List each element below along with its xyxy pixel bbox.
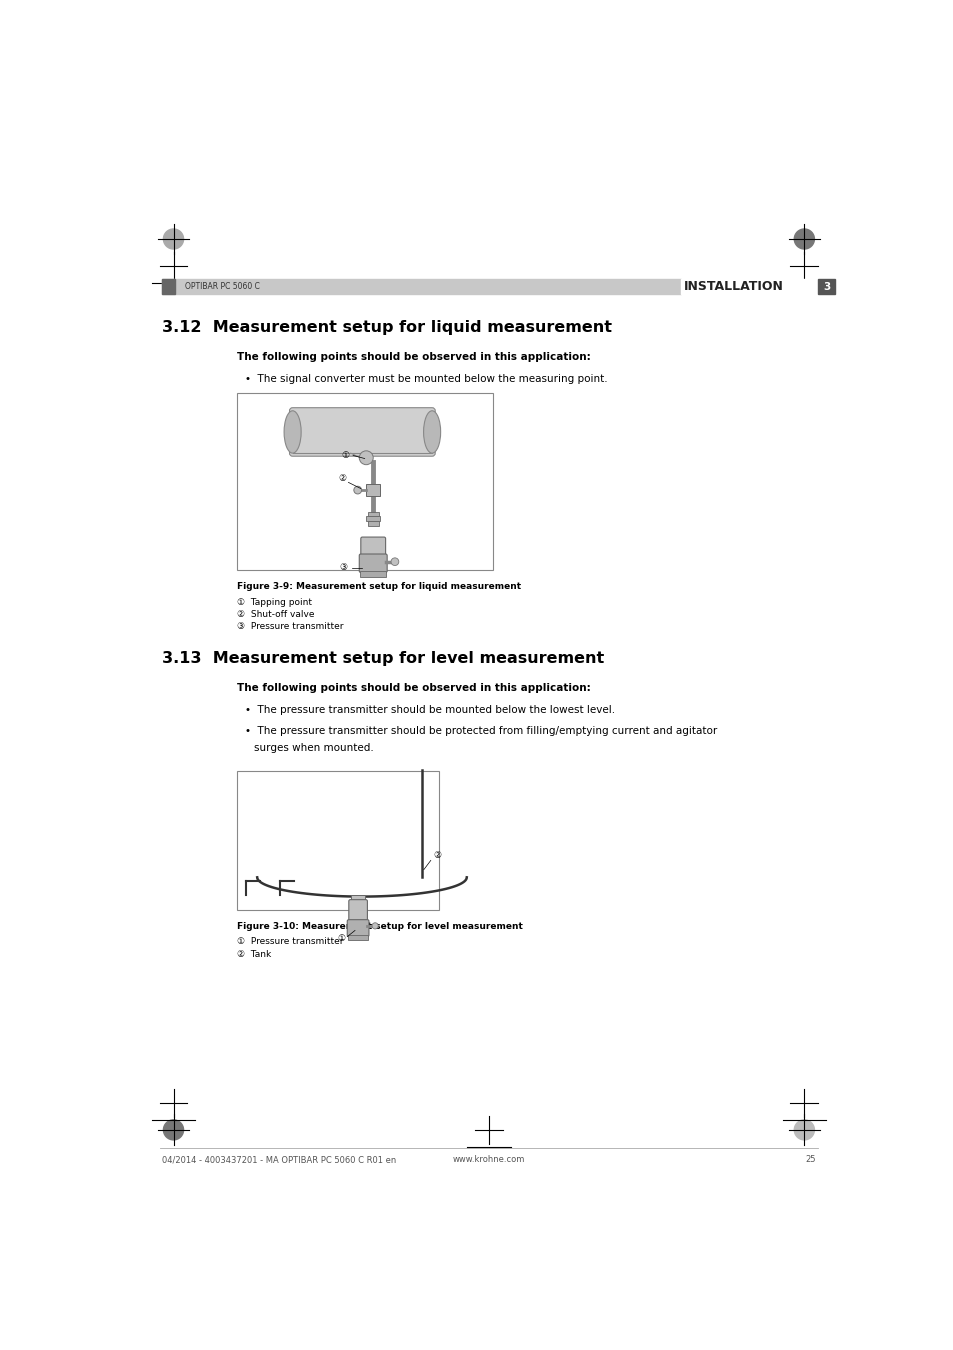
Ellipse shape xyxy=(354,486,361,494)
Text: ②  Shut-off valve: ② Shut-off valve xyxy=(236,610,314,620)
Bar xyxy=(162,279,680,294)
Bar xyxy=(236,393,493,570)
Ellipse shape xyxy=(423,410,440,454)
Text: •  The signal converter must be mounted below the measuring point.: • The signal converter must be mounted b… xyxy=(245,374,607,383)
FancyBboxPatch shape xyxy=(347,919,369,937)
Circle shape xyxy=(794,230,814,248)
Text: ②: ② xyxy=(433,852,440,860)
Text: 3.12  Measurement setup for liquid measurement: 3.12 Measurement setup for liquid measur… xyxy=(162,320,611,335)
Bar xyxy=(368,512,378,516)
Ellipse shape xyxy=(391,558,398,566)
Bar xyxy=(359,571,386,576)
Bar xyxy=(368,521,378,525)
FancyBboxPatch shape xyxy=(289,408,435,456)
Text: 3.13  Measurement setup for level measurement: 3.13 Measurement setup for level measure… xyxy=(162,651,603,666)
Bar xyxy=(162,279,174,294)
Ellipse shape xyxy=(372,923,377,929)
Text: surges when mounted.: surges when mounted. xyxy=(253,744,374,753)
Text: Figure 3-10: Measurement setup for level measurement: Figure 3-10: Measurement setup for level… xyxy=(236,922,522,931)
Bar xyxy=(818,279,835,294)
Text: 3: 3 xyxy=(822,282,829,292)
Text: ①  Tapping point: ① Tapping point xyxy=(236,598,312,606)
Bar xyxy=(236,771,438,910)
FancyBboxPatch shape xyxy=(349,899,367,923)
Bar xyxy=(348,936,368,940)
Text: ②  Tank: ② Tank xyxy=(236,949,271,958)
Text: OPTIBAR PC 5060 C: OPTIBAR PC 5060 C xyxy=(185,282,260,292)
Bar xyxy=(351,895,365,902)
Text: ①: ① xyxy=(336,934,345,942)
Text: ①  Pressure transmitter: ① Pressure transmitter xyxy=(236,937,343,946)
Text: INSTALLATION: INSTALLATION xyxy=(682,281,782,293)
Text: The following points should be observed in this application:: The following points should be observed … xyxy=(236,352,590,362)
Bar xyxy=(680,279,835,294)
Text: The following points should be observed in this application:: The following points should be observed … xyxy=(236,683,590,694)
Text: ②: ② xyxy=(337,474,346,483)
Bar xyxy=(366,516,380,521)
Circle shape xyxy=(163,230,183,248)
Text: •  The pressure transmitter should be protected from filling/emptying current an: • The pressure transmitter should be pro… xyxy=(245,726,717,736)
Text: ③  Pressure transmitter: ③ Pressure transmitter xyxy=(236,622,343,632)
FancyBboxPatch shape xyxy=(359,554,387,572)
Text: ③: ③ xyxy=(339,563,348,572)
FancyBboxPatch shape xyxy=(360,537,385,558)
Circle shape xyxy=(163,1120,183,1139)
Text: 04/2014 - 4003437201 - MA OPTIBAR PC 5060 C R01 en: 04/2014 - 4003437201 - MA OPTIBAR PC 506… xyxy=(162,1156,395,1164)
Ellipse shape xyxy=(359,451,373,464)
Text: 25: 25 xyxy=(804,1156,815,1164)
Bar xyxy=(366,483,380,497)
Text: www.krohne.com: www.krohne.com xyxy=(453,1156,524,1164)
Ellipse shape xyxy=(284,410,301,454)
Text: •  The pressure transmitter should be mounted below the lowest level.: • The pressure transmitter should be mou… xyxy=(245,705,615,716)
Text: ①: ① xyxy=(341,451,349,460)
Text: Figure 3-9: Measurement setup for liquid measurement: Figure 3-9: Measurement setup for liquid… xyxy=(236,582,520,591)
Circle shape xyxy=(794,1120,814,1139)
